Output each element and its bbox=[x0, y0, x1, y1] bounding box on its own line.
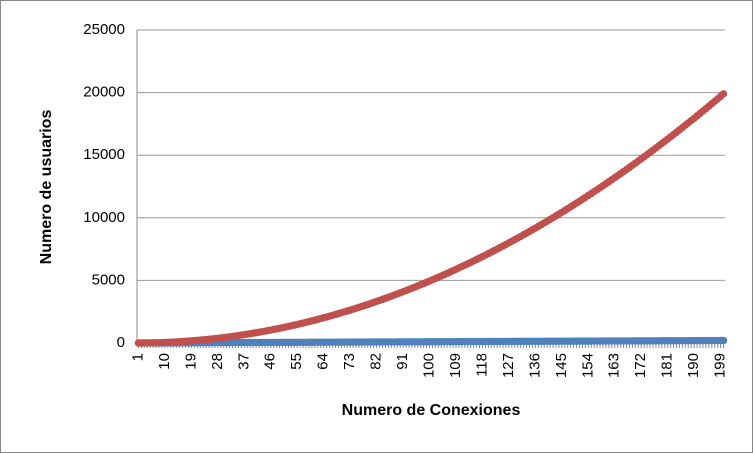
x-tick-label: 172 bbox=[632, 353, 649, 378]
x-tick-label: 91 bbox=[394, 353, 411, 370]
x-tick-label: 55 bbox=[288, 353, 305, 370]
y-axis-title: Numero de usuarios bbox=[38, 110, 55, 265]
x-tick-label: 145 bbox=[553, 353, 570, 378]
x-tick-label: 10 bbox=[156, 353, 173, 370]
x-tick-label: 28 bbox=[209, 353, 226, 370]
x-tick-label: 100 bbox=[420, 353, 437, 378]
y-tick-label: 10000 bbox=[83, 209, 125, 226]
y-tick-label: 5000 bbox=[92, 271, 125, 288]
point bbox=[719, 90, 728, 98]
x-tick-label: 19 bbox=[182, 353, 199, 370]
x-tick-label: 118 bbox=[473, 353, 490, 377]
y-tick-label: 15000 bbox=[83, 146, 125, 163]
x-tick-label: 163 bbox=[606, 353, 623, 378]
x-tick-label: 136 bbox=[526, 353, 543, 378]
y-tick-label: 25000 bbox=[83, 21, 125, 38]
x-tick-label: 73 bbox=[341, 353, 358, 370]
x-tick-label: 64 bbox=[315, 353, 332, 370]
x-tick-label: 109 bbox=[447, 353, 464, 378]
x-tick-label: 82 bbox=[368, 353, 385, 370]
point bbox=[719, 336, 728, 345]
x-tick-label: 46 bbox=[262, 353, 279, 370]
x-tick-label: 190 bbox=[685, 353, 702, 378]
y-tick-label: 20000 bbox=[83, 84, 125, 101]
y-tick-label: 0 bbox=[117, 334, 125, 351]
x-tick-label: 181 bbox=[659, 353, 676, 378]
x-tick-label: 154 bbox=[579, 353, 596, 378]
x-tick-label: 199 bbox=[712, 353, 729, 378]
x-tick-label: 37 bbox=[235, 353, 252, 370]
x-tick-label: 127 bbox=[500, 353, 517, 378]
x-tick-label: 1 bbox=[129, 353, 146, 361]
x-axis-title: Numero de Conexiones bbox=[342, 402, 521, 419]
